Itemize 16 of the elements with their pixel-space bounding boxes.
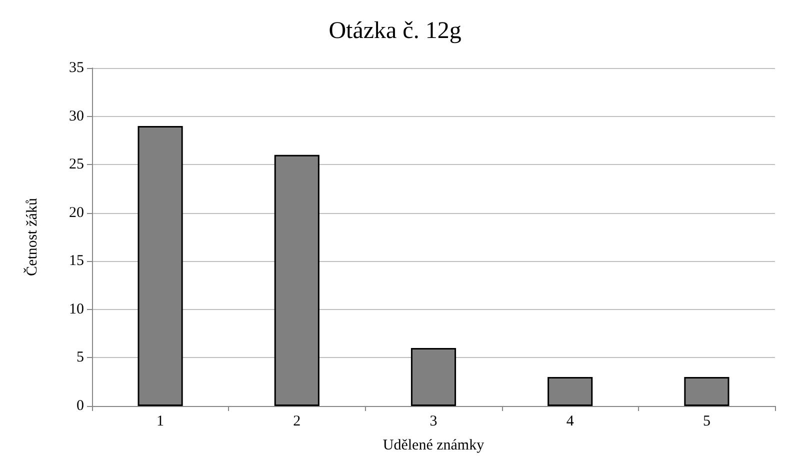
x-tick-label: 2 — [293, 414, 301, 430]
y-tick-label: 15 — [69, 253, 84, 270]
x-axis-title: Udělené známky — [382, 438, 485, 454]
y-axis-title: Četnost žáků — [24, 198, 40, 276]
x-tick-label: 1 — [156, 414, 164, 430]
x-tick-label: 4 — [566, 414, 574, 430]
y-tick-label: 25 — [69, 156, 84, 173]
y-tick-label: 0 — [76, 398, 84, 414]
y-tick-label: 30 — [69, 108, 84, 124]
x-tick-label: 5 — [702, 414, 710, 430]
chart-title: Otázka č. 12g — [328, 18, 462, 44]
y-tick-label: 35 — [69, 60, 84, 76]
y-tick-label: 10 — [69, 301, 84, 318]
y-tick-label: 5 — [76, 350, 84, 366]
y-tick-label: 20 — [69, 204, 84, 221]
x-tick-label: 3 — [430, 414, 438, 430]
